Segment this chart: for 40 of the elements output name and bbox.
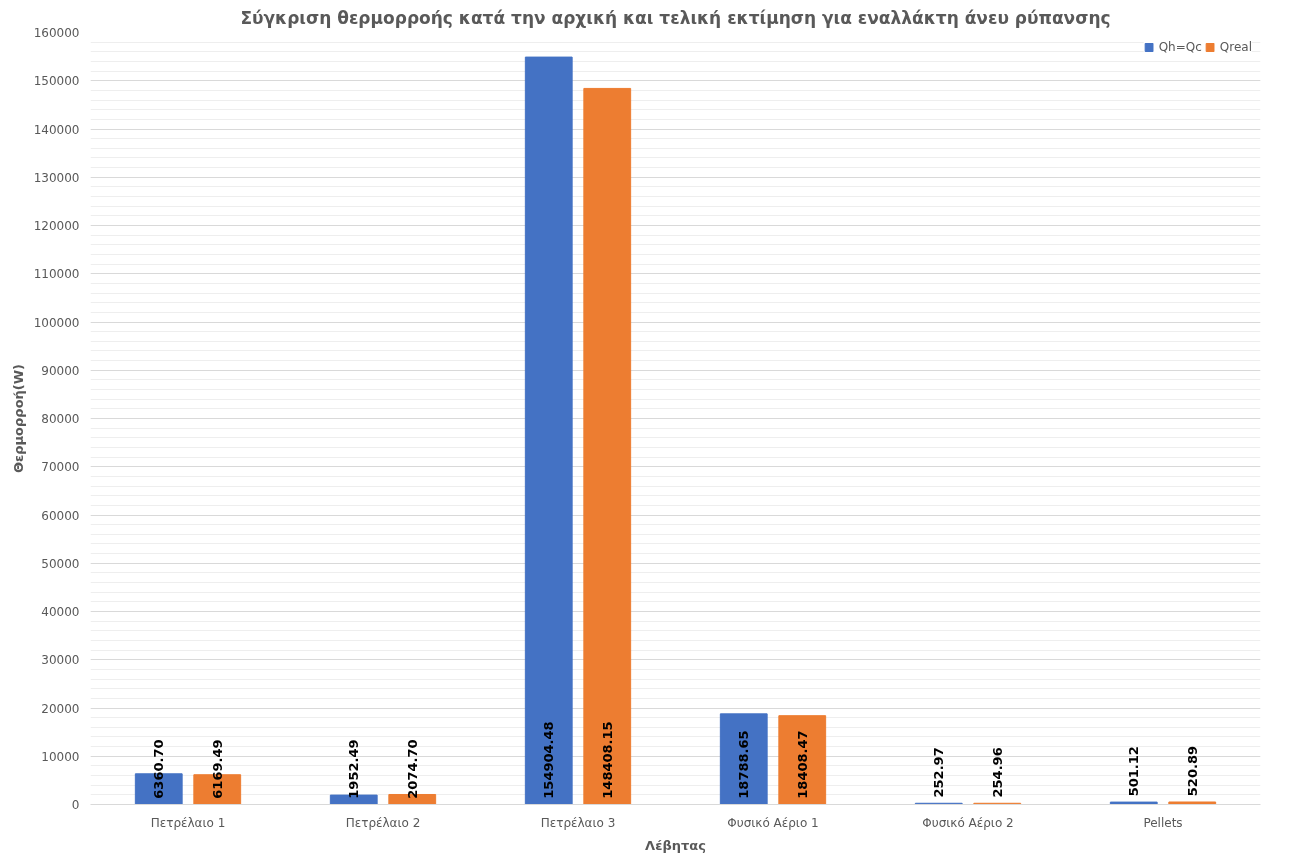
- data-label: 18788.65: [736, 730, 752, 799]
- y-tick-label: 50000: [41, 556, 80, 571]
- legend-label: Qreal: [1219, 40, 1252, 54]
- x-tick-label: Πετρέλαιο 3: [540, 815, 616, 830]
- y-tick-label: 90000: [41, 363, 80, 378]
- x-tick-label: Pellets: [1143, 815, 1183, 830]
- data-label: 18408.47: [794, 730, 810, 799]
- x-tick-label: Φυσικό Αέριο 2: [922, 815, 1014, 830]
- y-tick-label: 130000: [33, 170, 80, 185]
- y-tick-label: 100000: [33, 315, 80, 330]
- data-label: 254.96: [989, 747, 1005, 798]
- data-label: 520.89: [1184, 746, 1200, 797]
- y-tick-label: 20000: [41, 701, 80, 716]
- chart-title: Σύγκριση θερμορροής κατά την αρχική και τελική εκτίμηση για εναλλάκτη άνευ ρύπανσης: [240, 7, 1111, 28]
- x-tick-label: Πετρέλαιο 2: [345, 815, 421, 830]
- y-tick-label: 70000: [41, 460, 80, 475]
- y-tick-label: 40000: [41, 605, 80, 619]
- x-tick-label: Πετρέλαιο 1: [150, 815, 226, 830]
- data-label: 148408.15: [599, 721, 615, 799]
- data-label: 154904.48: [541, 721, 557, 799]
- data-label: 501.12: [1126, 746, 1142, 797]
- data-label: 6169.49: [209, 739, 225, 799]
- data-label: 1952.49: [346, 739, 362, 799]
- y-tick-label: 160000: [33, 26, 80, 40]
- data-label: 2074.70: [404, 739, 420, 799]
- y-tick-label: 140000: [33, 122, 80, 137]
- y-tick-label: 110000: [33, 267, 80, 282]
- y-tick-label: 150000: [33, 74, 80, 89]
- y-tick-label: 60000: [41, 508, 80, 523]
- legend-label: Qh=Qc: [1158, 40, 1202, 54]
- y-tick-label: 0: [71, 798, 80, 812]
- y-tick-label: 80000: [41, 412, 80, 426]
- y-tick-label: 10000: [41, 749, 80, 764]
- y-axis-title: Θερμορροή(W): [10, 363, 26, 474]
- data-label: 252.97: [931, 747, 947, 798]
- x-tick-label: Φυσικό Αέριο 1: [727, 815, 819, 830]
- x-axis-title: Λέβητας: [645, 837, 706, 853]
- data-label: 6360.70: [151, 739, 167, 799]
- y-tick-label: 30000: [41, 653, 80, 668]
- y-tick-label: 120000: [33, 219, 80, 233]
